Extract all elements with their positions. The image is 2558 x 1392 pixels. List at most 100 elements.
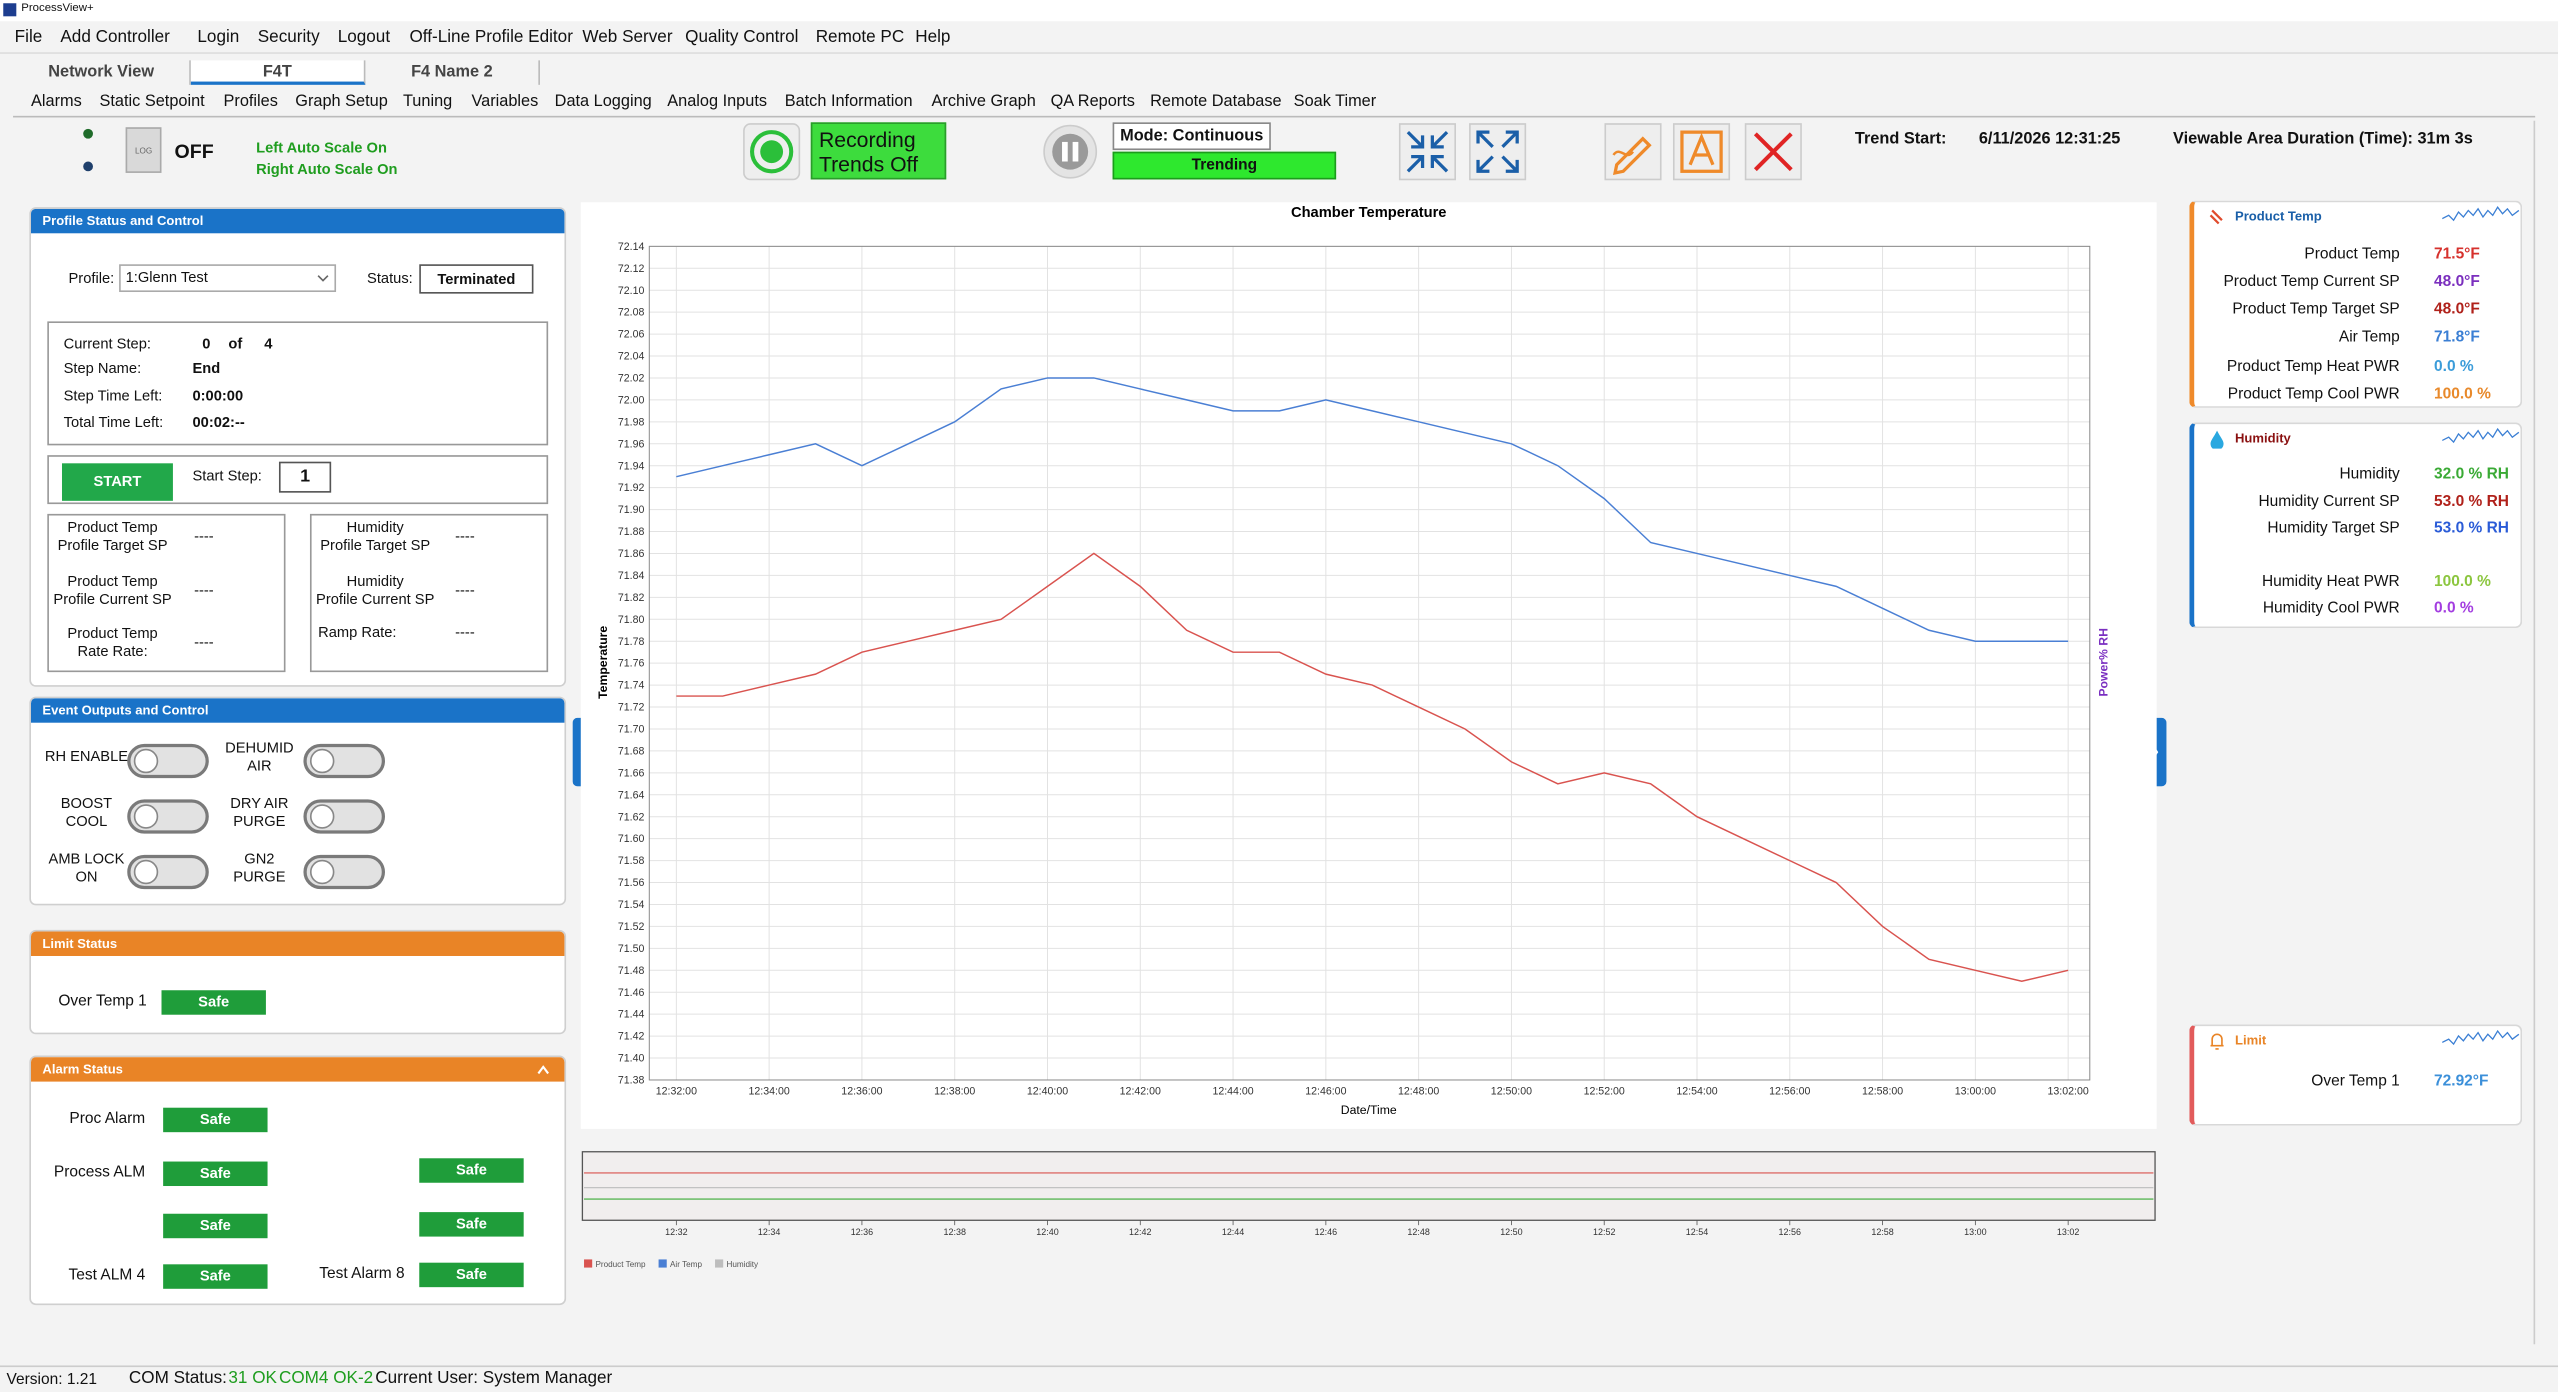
toggle-switch[interactable] bbox=[303, 799, 386, 834]
card-label: Humidity Current SP bbox=[2258, 493, 2400, 512]
y2-axis-label: Power% RH bbox=[2097, 628, 2111, 697]
toggle-switch[interactable] bbox=[127, 743, 209, 779]
card-label: Humidity bbox=[2339, 465, 2400, 484]
toolbar-item[interactable]: QA Reports bbox=[1050, 92, 1135, 111]
status-indicator: Safe bbox=[163, 1264, 268, 1289]
toggle-knob bbox=[133, 859, 159, 885]
menu-item[interactable]: Remote PC bbox=[815, 27, 905, 47]
y-tick-label: 71.98 bbox=[618, 416, 645, 428]
toolbar-item[interactable]: Static Setpoint bbox=[99, 92, 205, 111]
y-tick-label: 71.40 bbox=[618, 1053, 645, 1065]
toggle-switch[interactable] bbox=[303, 854, 386, 890]
overview-tick-label: 12:42 bbox=[1129, 1227, 1151, 1237]
status-indicator: Safe bbox=[163, 1213, 268, 1239]
annotate-button[interactable] bbox=[1672, 122, 1731, 181]
toolbar-item[interactable]: Profiles bbox=[223, 92, 278, 111]
toolbar-item[interactable]: Batch Information bbox=[784, 92, 913, 111]
card-value: 48.0°F bbox=[2434, 300, 2480, 319]
toolbar-item[interactable]: Variables bbox=[471, 92, 539, 111]
toolbar-item[interactable]: Alarms bbox=[30, 92, 82, 111]
menu-item[interactable]: Security bbox=[257, 27, 320, 47]
recording-status[interactable]: Recording Trends Off bbox=[810, 122, 947, 180]
overview-tick-label: 12:34 bbox=[758, 1227, 780, 1237]
output-label: AMB LOCK ON bbox=[48, 850, 125, 885]
app-icon bbox=[3, 3, 17, 17]
card-title: Product Temp bbox=[2234, 209, 2322, 224]
x-axis-label: Date/Time bbox=[1341, 1103, 1397, 1117]
y-tick-label: 71.88 bbox=[618, 526, 645, 538]
profile-select[interactable]: 1:Glenn Test bbox=[119, 264, 337, 293]
limit-status-panel: Limit Status Over Temp 1 Safe bbox=[29, 929, 567, 1035]
field-label: Current Step: bbox=[63, 335, 151, 352]
menu-item[interactable]: Login bbox=[197, 27, 240, 47]
tab[interactable]: F4T bbox=[190, 60, 366, 85]
toolbar-item[interactable]: Archive Graph bbox=[931, 92, 1036, 111]
y-axis-label: Temperature bbox=[596, 626, 610, 699]
toolbar-item[interactable]: Soak Timer bbox=[1293, 92, 1377, 111]
record-button[interactable] bbox=[742, 122, 801, 181]
sp-value: ---- bbox=[455, 527, 475, 545]
field-value: 4 bbox=[264, 335, 273, 352]
tab[interactable]: Network View bbox=[13, 60, 191, 85]
chart-background bbox=[580, 202, 2157, 1129]
status-indicator: Safe bbox=[419, 1158, 524, 1183]
tab[interactable]: F4 Name 2 bbox=[365, 60, 540, 85]
toggle-switch[interactable] bbox=[127, 854, 209, 890]
menu-item[interactable]: Off-Line Profile Editor bbox=[409, 27, 573, 47]
status-indicator: Safe bbox=[163, 1107, 268, 1133]
menu-item[interactable]: Quality Control bbox=[685, 27, 799, 47]
series-line bbox=[676, 552, 2069, 983]
y-tick-label: 71.76 bbox=[618, 658, 645, 670]
y-tick-label: 72.04 bbox=[618, 351, 645, 363]
log-icon[interactable]: LOG bbox=[125, 127, 162, 173]
expand-button[interactable] bbox=[1468, 122, 1527, 181]
y-tick-label: 71.68 bbox=[618, 745, 645, 757]
menu-item[interactable]: Logout bbox=[337, 27, 391, 47]
com-status-label: COM Status: bbox=[128, 1368, 227, 1388]
window-title: ProcessView+ bbox=[21, 2, 94, 15]
log-state: OFF bbox=[174, 139, 214, 163]
start-step-input[interactable]: 1 bbox=[278, 461, 332, 493]
alarm-label: Test Alarm 8 bbox=[319, 1264, 405, 1283]
legend-label: Humidity bbox=[726, 1260, 759, 1269]
menu-item[interactable]: Web Server bbox=[582, 27, 673, 47]
toolbar-item[interactable]: Tuning bbox=[402, 92, 453, 111]
toggle-knob bbox=[309, 859, 335, 885]
dropdown-arrow bbox=[317, 275, 329, 282]
toolbar-item[interactable]: Data Logging bbox=[554, 92, 652, 111]
y-tick-label: 71.44 bbox=[618, 1009, 645, 1021]
trend-chart: Chamber Temperature 72.14 72.12 72.10 72.08 7… bbox=[581, 205, 2156, 1269]
status-separator bbox=[0, 1365, 2558, 1368]
x-tick-label: 12:54:00 bbox=[1676, 1086, 1717, 1098]
pause-button[interactable] bbox=[1042, 124, 1098, 179]
toolbar-item[interactable]: Remote Database bbox=[1150, 92, 1282, 111]
start-button[interactable]: START bbox=[61, 463, 173, 501]
collapse-caret[interactable] bbox=[537, 1065, 550, 1075]
toolbar-item[interactable]: Graph Setup bbox=[295, 92, 388, 111]
clear-button[interactable] bbox=[1744, 122, 1803, 181]
menu-item[interactable]: Help bbox=[915, 27, 951, 47]
field-value: 0 bbox=[202, 335, 211, 352]
overview-tick-label: 12:56 bbox=[1779, 1227, 1801, 1237]
overview-tick-label: 13:00 bbox=[1964, 1227, 1986, 1237]
toggle-switch[interactable] bbox=[303, 743, 386, 779]
overview-tick-label: 12:32 bbox=[665, 1227, 687, 1237]
menu-item[interactable]: File bbox=[14, 27, 43, 47]
alarm-label: Proc Alarm bbox=[69, 1109, 146, 1128]
compress-button[interactable] bbox=[1398, 122, 1457, 181]
card-value: 53.0 % RH bbox=[2434, 493, 2509, 512]
toggle-switch[interactable] bbox=[127, 799, 209, 834]
card-icon bbox=[2210, 1033, 2224, 1050]
x-tick-label: 12:46:00 bbox=[1305, 1086, 1346, 1098]
y-tick-label: 71.42 bbox=[618, 1031, 645, 1043]
alarm-label: Test ALM 4 bbox=[68, 1266, 146, 1285]
sparkline bbox=[2442, 1029, 2520, 1046]
edit-button[interactable] bbox=[1604, 122, 1663, 181]
legend-label: Product Temp bbox=[595, 1260, 646, 1269]
overview-tick-label: 12:36 bbox=[851, 1227, 873, 1237]
field-value: of bbox=[228, 335, 243, 352]
menu-item[interactable]: Add Controller bbox=[60, 27, 170, 47]
toolbar-item[interactable]: Analog Inputs bbox=[667, 92, 768, 111]
